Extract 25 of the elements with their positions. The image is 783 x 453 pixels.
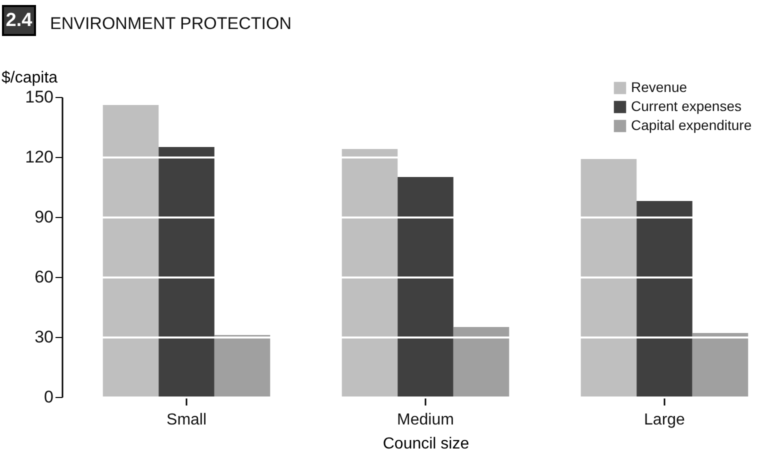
bar bbox=[342, 149, 398, 397]
x-axis-title: Council size bbox=[382, 436, 470, 452]
bar bbox=[158, 147, 214, 397]
x-tick-label: Medium bbox=[397, 412, 454, 428]
y-tick-label: 120 bbox=[25, 148, 54, 166]
y-tick-label: 0 bbox=[44, 388, 54, 406]
bar bbox=[398, 177, 454, 397]
y-tick-label: 150 bbox=[25, 88, 54, 106]
chart-title: ENVIRONMENT PROTECTION bbox=[50, 14, 292, 33]
legend-label: Revenue bbox=[631, 79, 688, 95]
bar bbox=[636, 201, 692, 397]
figure-number-badge: 2.4 bbox=[2, 5, 36, 36]
y-axis-title: $/capita bbox=[2, 70, 58, 86]
y-tick-label: 90 bbox=[34, 208, 54, 226]
x-tick-label: Large bbox=[644, 412, 686, 428]
legend-label: Current expenses bbox=[631, 98, 742, 114]
y-tick-label: 60 bbox=[34, 268, 54, 286]
bar bbox=[580, 159, 637, 397]
legend-label: Capital expenditure bbox=[631, 117, 752, 133]
bar bbox=[692, 333, 748, 397]
y-tick-label: 30 bbox=[34, 328, 54, 346]
bar bbox=[214, 335, 270, 397]
bar bbox=[102, 105, 159, 397]
x-tick-label: Small bbox=[166, 412, 207, 428]
bar bbox=[453, 327, 510, 397]
